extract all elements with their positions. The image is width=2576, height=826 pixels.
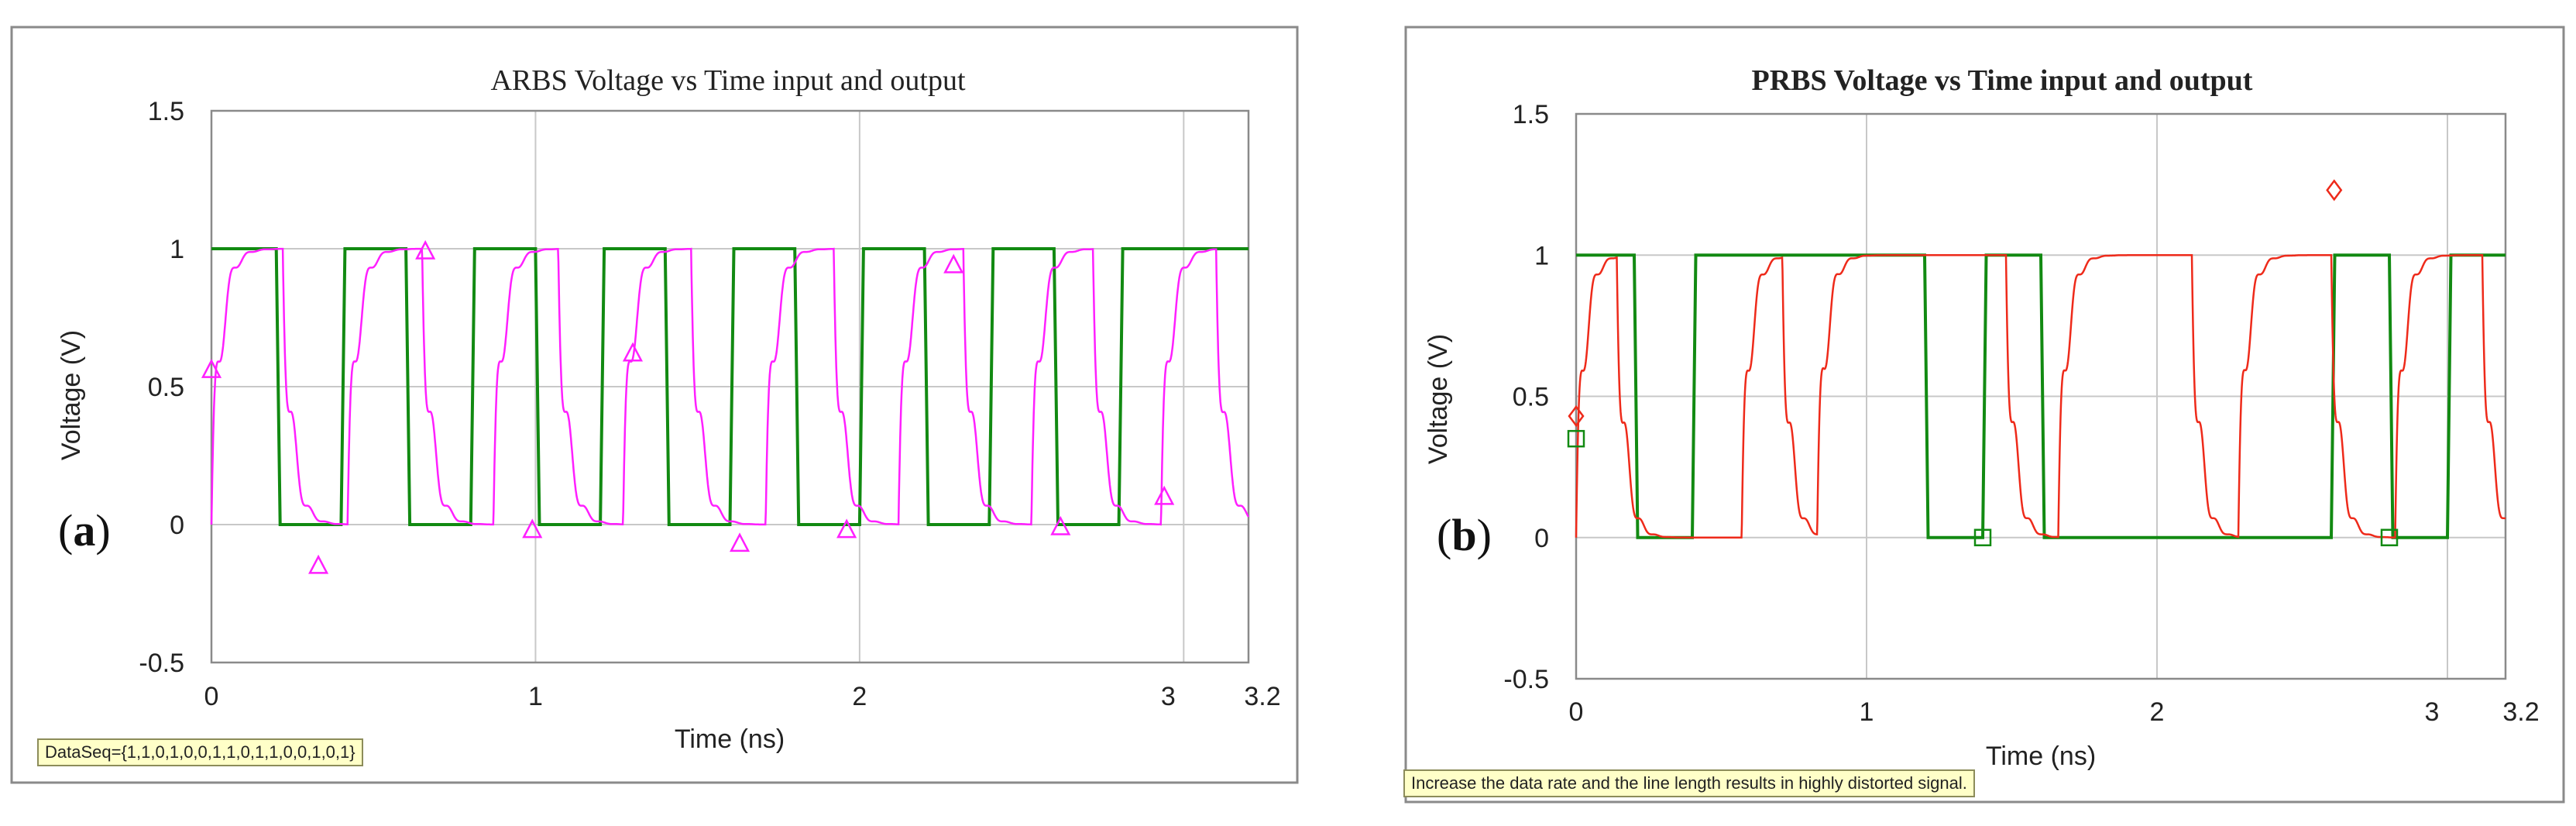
series-input-line [210, 247, 1250, 526]
x-tick-label: 2 [2150, 697, 2165, 727]
y-axis-label: Voltage (V) [1424, 334, 1453, 464]
input-marker [1050, 515, 1071, 535]
panel-a: ARBS Voltage vs Time input and output 0 1… [57, 64, 1281, 754]
input-marker [522, 518, 543, 539]
x-axis-label: Time (ns) [675, 724, 785, 754]
panel-label-b: (b) [1437, 510, 1492, 560]
y-tick-label: -0.5 [1503, 665, 1549, 694]
series-output-line [211, 247, 1249, 526]
tick-labels: 0 1 2 3 3.2 -0.5 0 0.5 1 1.5 [139, 97, 1280, 711]
y-tick-label: -0.5 [139, 649, 184, 678]
chart-title: PRBS Voltage vs Time input and output [1752, 64, 2253, 97]
y-axis-label: Voltage (V) [57, 330, 86, 460]
input-marker [2326, 179, 2343, 201]
panel-a-frame [10, 26, 1299, 784]
x-tick-label: 0 [204, 682, 219, 711]
y-tick-label: 0 [1534, 524, 1549, 553]
input-marker [943, 253, 964, 274]
input-marker [1568, 404, 1585, 428]
input-marker [836, 518, 857, 539]
chart-title: ARBS Voltage vs Time input and output [490, 64, 965, 97]
x-tick-label: 3 [1161, 682, 1176, 711]
x-tick-label: 3.2 [2502, 697, 2539, 727]
x-axis-label: Time (ns) [1986, 742, 2096, 771]
x-tick-label: 1 [1860, 697, 1874, 727]
plot-area-border [210, 109, 1250, 664]
series-layer [201, 239, 1250, 574]
output-marker [2380, 528, 2399, 546]
y-tick-label: 1.5 [1513, 100, 1549, 129]
output-marker [1567, 429, 1585, 448]
series-input-line [1575, 254, 2506, 539]
x-tick-label: 3.2 [1244, 682, 1280, 711]
tick-labels: 0 1 2 3 3.2 -0.5 0 0.5 1 1.5 [1503, 100, 2539, 727]
y-tick-label: 1 [170, 235, 184, 264]
input-marker [201, 358, 222, 378]
input-marker [622, 342, 644, 362]
series-layer [1567, 179, 2506, 546]
y-tick-label: 0 [170, 511, 184, 540]
data-sequence-note: DataSeq={1,1,0,1,0,0,1,1,0,1,1,0,0,1,0,1… [37, 738, 363, 766]
x-tick-label: 1 [528, 682, 543, 711]
plot-area-border [1575, 112, 2507, 680]
input-marker [415, 239, 436, 260]
x-tick-label: 3 [2425, 697, 2440, 727]
y-tick-label: 1 [1534, 241, 1549, 270]
y-tick-label: 1.5 [148, 97, 184, 126]
input-marker [729, 532, 750, 552]
input-marker [1154, 485, 1175, 505]
x-tick-label: 0 [1569, 697, 1584, 727]
panel-b: PRBS Voltage vs Time input and output 0 1… [1424, 64, 2540, 771]
distortion-note: Increase the data rate and the line leng… [1403, 769, 1975, 797]
output-marker [1973, 528, 1992, 546]
x-tick-label: 2 [852, 682, 867, 711]
y-tick-label: 0.5 [1513, 383, 1549, 412]
input-marker [308, 554, 329, 574]
panel-label-a: (a) [58, 505, 111, 556]
y-tick-label: 0.5 [148, 373, 184, 402]
